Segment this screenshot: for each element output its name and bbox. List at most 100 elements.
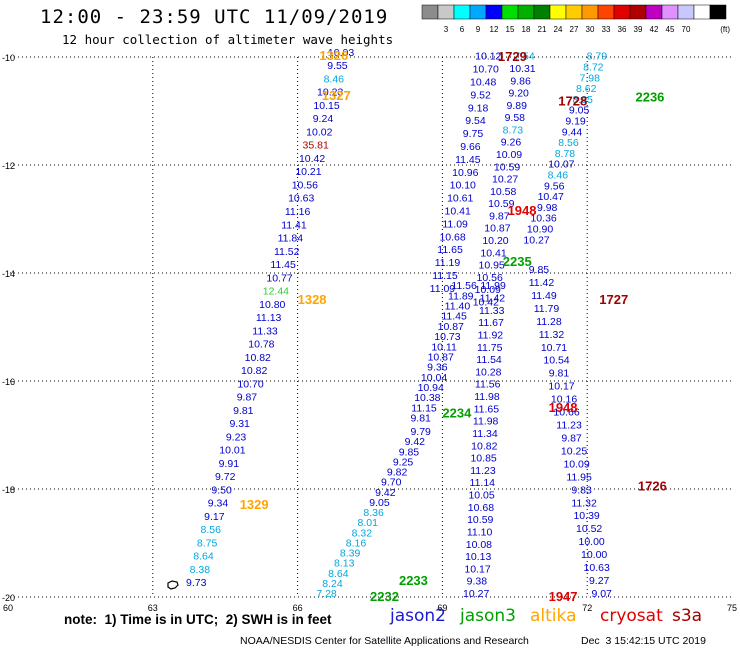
- legend-label: 15: [506, 25, 515, 34]
- wave-height-value: 11.41: [281, 219, 307, 231]
- wave-height-value: 10.58: [490, 186, 516, 198]
- track-time-labels: 1326 1327 1328 1329 1729 1728 1727 1726 2236 2235…: [240, 48, 667, 604]
- wave-height-value: 9.85: [529, 264, 550, 276]
- y-tick-label: -14: [2, 269, 15, 279]
- wave-height-value: 10.09: [563, 458, 589, 470]
- track-time-label: 1948: [549, 400, 578, 415]
- wave-height-value: 10.59: [494, 161, 520, 173]
- wave-height-value: 8.78: [555, 148, 576, 160]
- wave-height-value: 11.15: [432, 270, 458, 282]
- wave-height-value: 9.07: [591, 588, 612, 600]
- wave-height-value: 10.38: [414, 392, 440, 404]
- wave-height-value: 9.31: [229, 418, 250, 430]
- wave-height-value: 9.18: [468, 102, 489, 114]
- wave-height-value: 9.98: [537, 202, 558, 214]
- wave-height-value: 10.63: [288, 193, 314, 205]
- legend-label: 36: [618, 25, 627, 34]
- wave-height-value: 9.83: [571, 484, 592, 496]
- wave-height-value: 10.66: [553, 407, 579, 419]
- wave-height-value: 9.79: [410, 426, 431, 438]
- wave-height-value: 9.55: [327, 60, 348, 72]
- wave-height-value: 11.79: [534, 303, 560, 315]
- wave-height-value: 10.00: [581, 549, 607, 561]
- wave-height-value: 10.39: [573, 510, 599, 522]
- wave-height-value: 10.78: [248, 339, 274, 351]
- wave-height-value: 10.15: [313, 100, 339, 112]
- wave-height-value: 11.09: [430, 283, 456, 295]
- wave-height-value: 11.65: [474, 403, 500, 415]
- wave-height-value: 9.75: [463, 128, 484, 140]
- wave-height-value: 10.54: [543, 355, 569, 367]
- wave-height-value: 9.89: [507, 100, 528, 112]
- wave-height-value: 10.68: [439, 231, 465, 243]
- legend-label: 3: [444, 25, 449, 34]
- wave-height-value: 9.42: [405, 436, 426, 448]
- chart-subtitle: 12 hour collection of altimeter wave hei…: [62, 32, 394, 47]
- track-time-label: 1329: [240, 497, 269, 512]
- wave-height-value: 10.61: [447, 193, 473, 205]
- wave-height-value: 11.32: [539, 329, 565, 341]
- wave-height-value: 8.24: [322, 578, 343, 590]
- wave-height-value: 11.75: [477, 342, 503, 354]
- wave-height-value: 8.46: [324, 73, 345, 85]
- wave-height-value: 9.26: [501, 137, 522, 149]
- wave-height-value: 11.99: [480, 280, 506, 292]
- sat-label-cryosat: cryosat: [600, 606, 663, 626]
- wave-height-value: 10.03: [328, 47, 354, 59]
- wave-height-value: 10.36: [530, 213, 556, 225]
- legend-label: 9: [476, 25, 481, 34]
- x-tick-label: 69: [437, 603, 447, 613]
- wave-height-value: 8.79: [587, 51, 608, 63]
- wave-height-value: 9.52: [470, 89, 491, 101]
- wave-height-value: 11.49: [531, 290, 557, 302]
- legend-swatch: [613, 4, 631, 20]
- legend-label: 33: [602, 25, 611, 34]
- wave-height-value: 9.05: [569, 105, 590, 117]
- wave-height-value: 10.80: [259, 299, 285, 311]
- wave-height-value: 11.16: [285, 206, 311, 218]
- wave-height-value: 9.58: [505, 112, 526, 124]
- legend-swatch: [485, 4, 503, 20]
- wave-height-value: 10.68: [468, 502, 494, 514]
- legend-label: 42: [650, 25, 659, 34]
- wave-height-value: 10.95: [478, 260, 504, 272]
- wave-height-value: 10.87: [428, 351, 454, 363]
- track-time-label: 1328: [298, 292, 327, 307]
- wave-height-value: 9.27: [589, 575, 610, 587]
- wave-height-value: 10.48: [470, 77, 496, 89]
- wave-height-value: 10.20: [482, 235, 508, 247]
- legend-swatch: [453, 4, 471, 20]
- wave-height-value: 10.04: [421, 372, 447, 384]
- wave-height-value: 10.12: [475, 51, 501, 63]
- legend-swatch: [581, 4, 599, 20]
- wave-height-value: 7.54: [514, 51, 535, 63]
- wave-height-value: 10.82: [471, 440, 497, 452]
- wave-height-value: 10.21: [295, 166, 321, 178]
- wave-height-value: 10.27: [463, 588, 489, 600]
- wave-height-value: 11.56: [475, 379, 501, 391]
- legend-swatch: [517, 4, 535, 20]
- track-time-label: 1948: [508, 203, 537, 218]
- wave-height-value: 9.20: [508, 88, 529, 100]
- wave-height-value: 9.25: [393, 456, 414, 468]
- wave-height-value: 11.98: [474, 391, 500, 403]
- wave-height-value: 9.23: [226, 431, 247, 443]
- wave-height-value: 10.42: [299, 153, 325, 165]
- x-tick-label: 72: [582, 603, 592, 613]
- wave-height-value: 11.98: [473, 416, 499, 428]
- wave-height-value: 11.42: [480, 293, 506, 305]
- wave-height-value: 8.32: [352, 527, 373, 539]
- wave-height-value: 8.64: [193, 551, 214, 563]
- legend-label: 27: [570, 25, 579, 34]
- wave-height-value: 10.70: [473, 64, 499, 76]
- color-legend: 3 6 9 12 15 18 21 24 27 30 33 36 39 42 45 70 (ft): [421, 4, 730, 34]
- wave-height-value: 8.72: [583, 62, 604, 74]
- legend-label: 39: [634, 25, 643, 34]
- legend-swatch: [597, 4, 615, 20]
- wave-height-value: 9.81: [410, 413, 431, 425]
- wave-height-value: 11.23: [556, 420, 582, 432]
- wave-height-value: 35.81: [303, 140, 329, 152]
- wave-height-value: 11.13: [256, 312, 282, 324]
- wave-height-value: 10.02: [306, 126, 332, 138]
